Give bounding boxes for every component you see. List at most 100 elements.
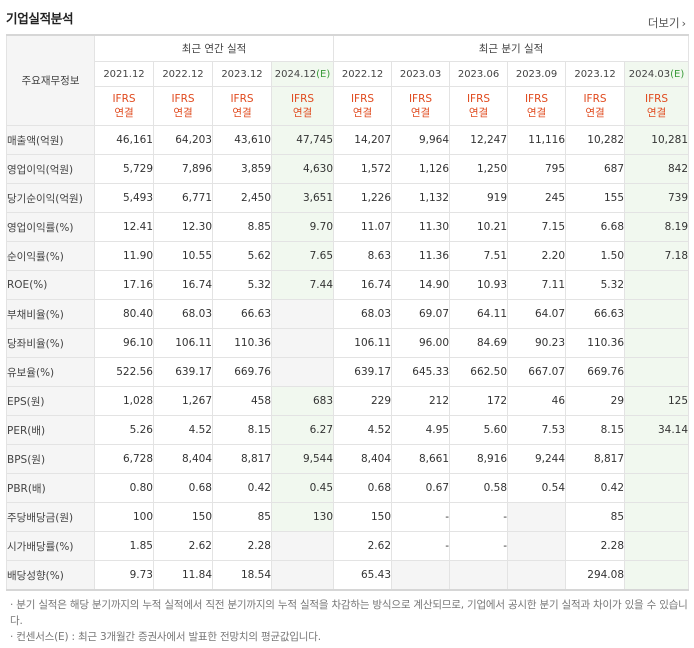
ifrs-header-row: IFRS 연결 IFRS 연결 IFRS 연결 IFRS 연결 IFRS 연결 IFRS 연결 IFRS… — [7, 86, 690, 126]
table-cell — [624, 299, 690, 329]
table-cell: 6.27 — [270, 415, 335, 445]
table-cell — [507, 560, 567, 591]
table-cell: 68.03 — [153, 299, 213, 329]
table-row: 시가배당률(%) 1.85 2.62 2.28 2.62- -2.28 — [6, 531, 690, 561]
row-label: 영업이익률(%) — [6, 212, 95, 242]
table-cell: 919 — [449, 183, 509, 213]
table-cell: 1,572 — [333, 154, 393, 184]
row-label: ROE(%) — [6, 270, 95, 300]
table-cell: 639.17 — [153, 357, 213, 387]
period-header: 2021.12 — [94, 61, 154, 87]
table-cell: 10,282 — [565, 125, 626, 155]
ifrs-label: IFRS 연결 — [94, 86, 154, 126]
table-cell: 7.11 — [507, 270, 567, 300]
table-cell: 8,404 — [333, 444, 393, 474]
table-cell: 639.17 — [333, 357, 393, 387]
table-cell: 110.36 — [565, 328, 626, 358]
period-header: 2022.12 — [153, 61, 213, 87]
table-cell: 1,126 — [391, 154, 451, 184]
table-cell: 96.10 — [94, 328, 154, 358]
table-cell: 2.62 — [153, 531, 213, 561]
table-cell — [449, 560, 509, 591]
table-cell: 16.74 — [333, 270, 393, 300]
table-cell: 80.40 — [94, 299, 154, 329]
table-cell: 8,916 — [449, 444, 509, 474]
row-label: 당좌비율(%) — [6, 328, 95, 358]
table-cell: 47,745 — [270, 125, 335, 155]
table-row: PER(배) 5.26 4.52 8.15 6.27 4.52 4.95 5.60 7.53 8.… — [6, 415, 690, 445]
period-header: 2024.03(E) — [624, 61, 690, 87]
table-cell: 7.15 — [507, 212, 567, 242]
table-cell: 0.54 — [507, 473, 567, 503]
table-cell: 7.65 — [270, 241, 335, 271]
row-label: PBR(배) — [6, 473, 95, 503]
table-cell: 12.30 — [153, 212, 213, 242]
table-cell: 0.68 — [153, 473, 213, 503]
period-header: 2022.12 — [333, 61, 393, 87]
row-label: 영업이익(억원) — [6, 154, 95, 184]
row-label: PER(배) — [6, 415, 95, 445]
table-cell: 0.45 — [270, 473, 335, 503]
more-link[interactable]: 더보기 › — [648, 15, 686, 31]
table-cell: 84.69 — [449, 328, 509, 358]
table-cell: 8.19 — [624, 212, 690, 242]
table-row: ROE(%) 17.16 16.74 5.32 7.44 16.74 14.90 10.93 7… — [6, 270, 690, 300]
ifrs-label: IFRS 연결 — [391, 86, 451, 126]
table-cell — [624, 502, 690, 532]
table-cell: 4.52 — [333, 415, 393, 445]
table-cell — [507, 502, 567, 532]
table-cell: 0.58 — [449, 473, 509, 503]
table-cell: 150 — [333, 502, 393, 532]
table-cell: 7.18 — [624, 241, 690, 271]
section-title: 기업실적분석 — [6, 11, 74, 26]
table-cell: 4.52 — [153, 415, 213, 445]
table-cell: 8,404 — [153, 444, 213, 474]
table-cell: 5.32 — [565, 270, 626, 300]
table-cell: 106.11 — [333, 328, 393, 358]
table-cell — [624, 270, 690, 300]
table-row: 당좌비율(%) 96.10 106.11 110.36 106.11 96.00 84.69… — [6, 328, 690, 358]
row-label: 매출액(억원) — [6, 125, 95, 155]
table-cell: 8,817 — [212, 444, 272, 474]
table-cell: 667.07 — [507, 357, 567, 387]
table-row: 주당배당금(원) 100 150 85 130 150- -85 — [6, 502, 690, 532]
table-cell: 669.76 — [565, 357, 626, 387]
table-cell: 66.63 — [212, 299, 272, 329]
table-row: 유보율(%) 522.56 639.17 669.76 639.17 645.33 662.… — [6, 357, 690, 387]
table-cell — [270, 531, 335, 561]
section-header: 기업실적분석 더보기 › — [0, 0, 694, 34]
table-cell: 64.11 — [449, 299, 509, 329]
table-cell: 8.85 — [212, 212, 272, 242]
table-cell: 6,771 — [153, 183, 213, 213]
metric-column-header: 주요재무정보 — [6, 34, 95, 126]
table-cell: 68.03 — [333, 299, 393, 329]
row-label: 순이익률(%) — [6, 241, 95, 271]
table-cell: 5,729 — [94, 154, 154, 184]
table-row: 순이익률(%) 11.90 10.55 5.62 7.65 8.63 11.36 7.51 2.… — [6, 241, 690, 271]
table-cell: 2,450 — [212, 183, 272, 213]
table-cell: 11,116 — [507, 125, 567, 155]
table-row: 영업이익률(%) 12.41 12.30 8.85 9.70 11.07 11.30 10.2… — [6, 212, 690, 242]
table-cell: 3,859 — [212, 154, 272, 184]
table-cell: 16.74 — [153, 270, 213, 300]
table-cell: 10.93 — [449, 270, 509, 300]
ifrs-label: IFRS 연결 — [212, 86, 272, 126]
period-header-row: 2021.12 2022.12 2023.12 2024.12(E) 2022.12 20… — [7, 61, 690, 87]
ifrs-label: IFRS 연결 — [270, 86, 335, 126]
table-cell: 6,728 — [94, 444, 154, 474]
ifrs-label: IFRS 연결 — [565, 86, 626, 126]
table-cell: 66.63 — [565, 299, 626, 329]
table-cell — [391, 560, 451, 591]
row-label: EPS(원) — [6, 386, 95, 416]
table-cell: 2.28 — [212, 531, 272, 561]
table-cell: 294.08 — [565, 560, 626, 591]
table-cell: 34.14 — [624, 415, 690, 445]
table-cell: 687 — [565, 154, 626, 184]
table-cell: 29 — [565, 386, 626, 416]
table-cell: 14,207 — [333, 125, 393, 155]
table-cell: 795 — [507, 154, 567, 184]
table-cell: 683 — [270, 386, 335, 416]
table-cell — [270, 560, 335, 591]
table-cell: 5.62 — [212, 241, 272, 271]
table-cell: 5.60 — [449, 415, 509, 445]
